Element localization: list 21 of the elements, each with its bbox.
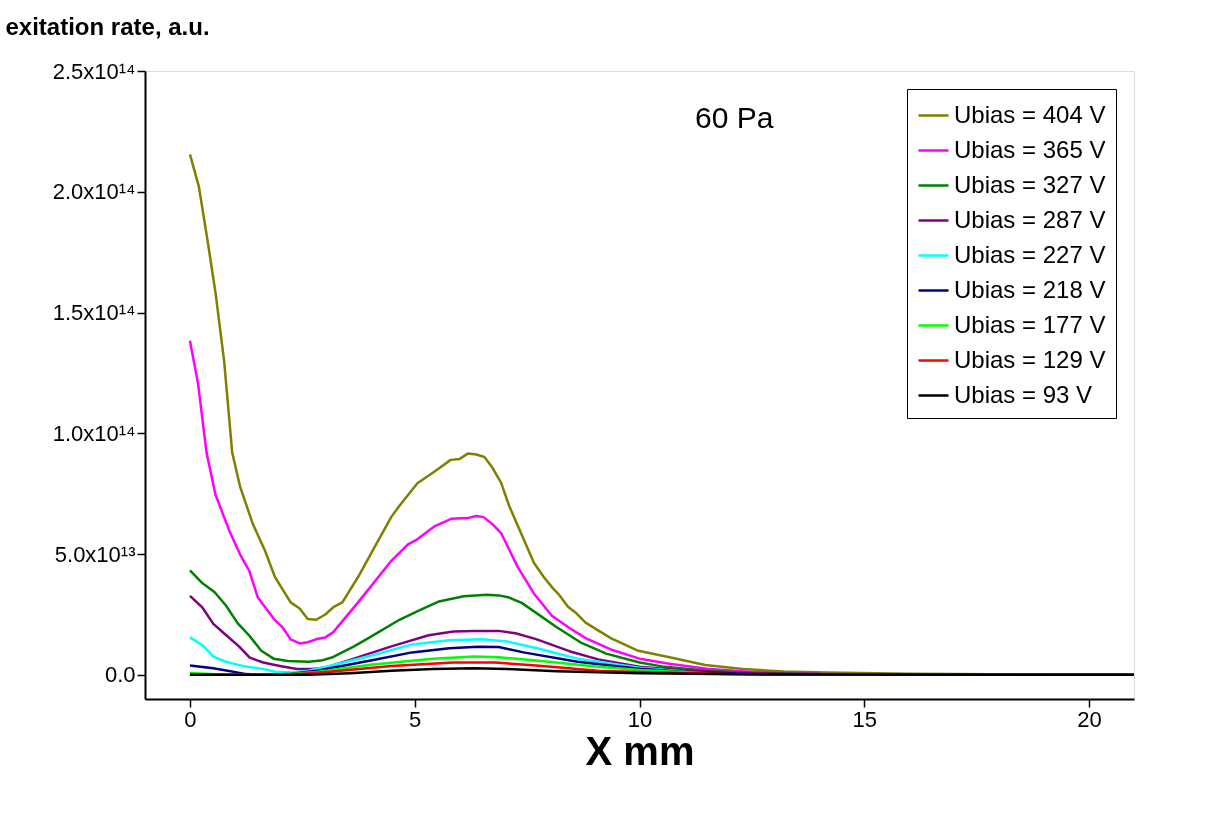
legend-label: Ubias = 177 V bbox=[954, 310, 1106, 338]
x-tick-label: 20 bbox=[1077, 706, 1102, 732]
legend-label: Ubias = 218 V bbox=[954, 275, 1106, 303]
y-tick-label: 1.5x10¹⁴ bbox=[52, 300, 136, 326]
x-tick-label: 15 bbox=[852, 706, 878, 732]
y-axis-title: exitation rate, a.u. bbox=[5, 12, 210, 40]
y-tick-label: 1.0x10¹⁴ bbox=[52, 420, 136, 446]
legend-label: Ubias = 287 V bbox=[954, 205, 1106, 233]
y-tick-label: 0.0 bbox=[104, 662, 136, 688]
legend-label: Ubias = 129 V bbox=[954, 345, 1106, 373]
legend-label: Ubias = 227 V bbox=[954, 240, 1106, 268]
legend-label: Ubias = 93 V bbox=[954, 380, 1093, 408]
y-tick-label: 5.0x10¹³ bbox=[54, 541, 136, 567]
x-tick-label: 0 bbox=[184, 706, 197, 732]
x-tick-label: 5 bbox=[409, 706, 422, 732]
y-tick-label: 2.0x10¹⁴ bbox=[52, 179, 136, 205]
annotation: 60 Pa bbox=[695, 101, 774, 134]
legend-label: Ubias = 327 V bbox=[954, 170, 1106, 198]
legend-label: Ubias = 404 V bbox=[954, 100, 1106, 128]
y-tick-label: 2.5x10¹⁴ bbox=[52, 58, 136, 84]
legend-label: Ubias = 365 V bbox=[954, 135, 1106, 163]
